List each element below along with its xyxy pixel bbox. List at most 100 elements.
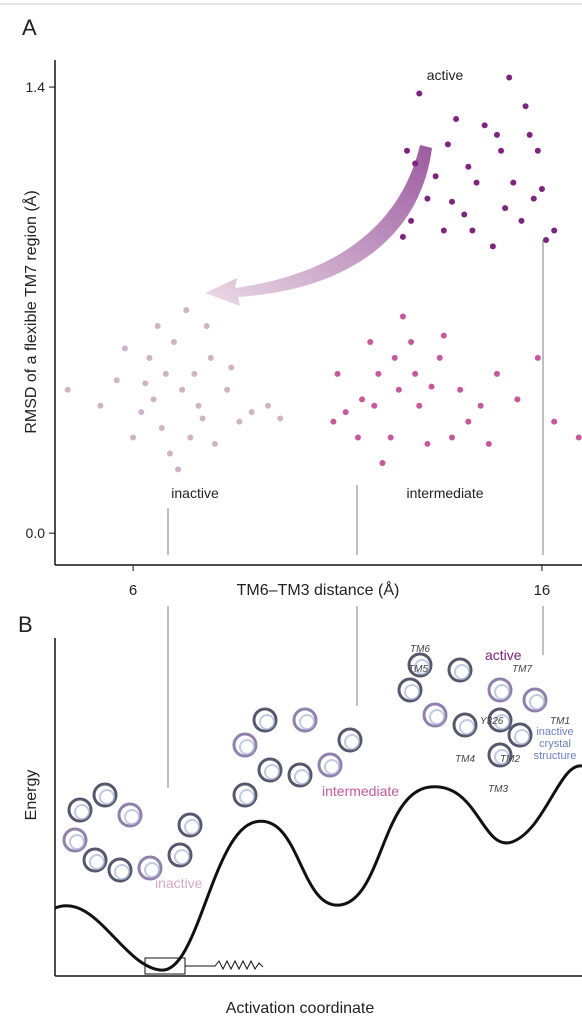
helix bbox=[252, 707, 278, 733]
point bbox=[166, 450, 173, 457]
helix-bundles bbox=[62, 652, 548, 883]
point bbox=[493, 370, 500, 377]
point bbox=[138, 409, 145, 416]
y-tick-label: 1.4 bbox=[26, 79, 46, 95]
helix bbox=[177, 812, 203, 838]
point bbox=[477, 402, 484, 409]
point bbox=[391, 354, 398, 361]
point bbox=[175, 466, 182, 473]
helix bbox=[69, 834, 85, 850]
y-axis-label: Energy bbox=[23, 770, 40, 821]
point bbox=[207, 354, 214, 361]
point bbox=[489, 243, 496, 250]
point bbox=[367, 338, 374, 345]
helix bbox=[239, 739, 255, 755]
helix bbox=[74, 804, 90, 820]
helix bbox=[184, 819, 200, 835]
point bbox=[183, 307, 190, 314]
helix bbox=[117, 802, 143, 828]
point bbox=[97, 402, 104, 409]
point bbox=[498, 147, 505, 154]
series-label: inactive bbox=[171, 485, 219, 501]
panel-label: B bbox=[18, 612, 33, 637]
helix bbox=[259, 714, 275, 730]
point bbox=[395, 386, 402, 393]
point bbox=[170, 338, 177, 345]
point bbox=[150, 396, 157, 403]
axes-b bbox=[54, 638, 582, 977]
point bbox=[224, 386, 231, 393]
helix-label: TM7 bbox=[512, 664, 532, 675]
point bbox=[538, 186, 545, 193]
helix bbox=[292, 707, 318, 733]
point bbox=[113, 377, 120, 384]
point bbox=[493, 131, 500, 138]
point bbox=[203, 323, 210, 330]
point bbox=[436, 354, 443, 361]
point bbox=[432, 173, 439, 180]
series-label: active bbox=[427, 67, 464, 83]
point bbox=[387, 434, 394, 441]
helix bbox=[487, 677, 513, 703]
helix bbox=[487, 707, 513, 733]
x-tick-label: 16 bbox=[534, 582, 551, 599]
helix bbox=[324, 759, 340, 775]
helix bbox=[429, 709, 445, 725]
point bbox=[412, 370, 419, 377]
helix bbox=[494, 749, 510, 765]
helix bbox=[459, 719, 475, 735]
point bbox=[130, 434, 137, 441]
point bbox=[142, 380, 149, 387]
helix bbox=[232, 782, 258, 808]
helix bbox=[92, 782, 118, 808]
point bbox=[265, 402, 272, 409]
helix bbox=[414, 659, 430, 675]
point bbox=[424, 195, 431, 202]
energy-curve bbox=[54, 764, 582, 972]
helix-label: TM6 bbox=[410, 644, 430, 655]
point bbox=[457, 386, 464, 393]
helix bbox=[317, 752, 343, 778]
helix bbox=[337, 727, 363, 753]
point bbox=[543, 237, 550, 244]
helix-label: Y326 bbox=[480, 716, 504, 727]
point bbox=[121, 345, 128, 352]
point bbox=[424, 440, 431, 447]
y-tick-label: 0.0 bbox=[26, 525, 46, 541]
y-axis-label: RMSD of a flexible TM7 region (Å) bbox=[21, 190, 40, 433]
x-axis-label: TM6–TM3 distance (Å) bbox=[237, 580, 400, 599]
x-axis-label: Activation coordinate bbox=[226, 1000, 375, 1017]
point bbox=[408, 338, 415, 345]
point bbox=[530, 195, 537, 202]
helix bbox=[404, 684, 420, 700]
point bbox=[448, 434, 455, 441]
point bbox=[575, 434, 582, 441]
point bbox=[354, 434, 361, 441]
helix bbox=[174, 849, 190, 865]
helix bbox=[239, 789, 255, 805]
point bbox=[359, 396, 366, 403]
point bbox=[211, 440, 218, 447]
point bbox=[461, 211, 468, 218]
point bbox=[342, 409, 349, 416]
helix bbox=[114, 864, 130, 880]
point bbox=[277, 415, 284, 422]
helix bbox=[344, 734, 360, 750]
point bbox=[428, 383, 435, 390]
helix bbox=[294, 769, 310, 785]
crystal-label: crystal bbox=[539, 738, 571, 750]
point bbox=[416, 90, 423, 97]
helix bbox=[487, 742, 513, 768]
point bbox=[199, 415, 206, 422]
point bbox=[551, 418, 558, 425]
point bbox=[154, 323, 161, 330]
point bbox=[469, 227, 476, 234]
helix bbox=[89, 854, 105, 870]
point bbox=[236, 418, 243, 425]
helix bbox=[107, 857, 133, 883]
point bbox=[412, 160, 419, 167]
helix bbox=[82, 847, 108, 873]
point bbox=[399, 233, 406, 240]
helix bbox=[232, 732, 258, 758]
point bbox=[440, 332, 447, 339]
